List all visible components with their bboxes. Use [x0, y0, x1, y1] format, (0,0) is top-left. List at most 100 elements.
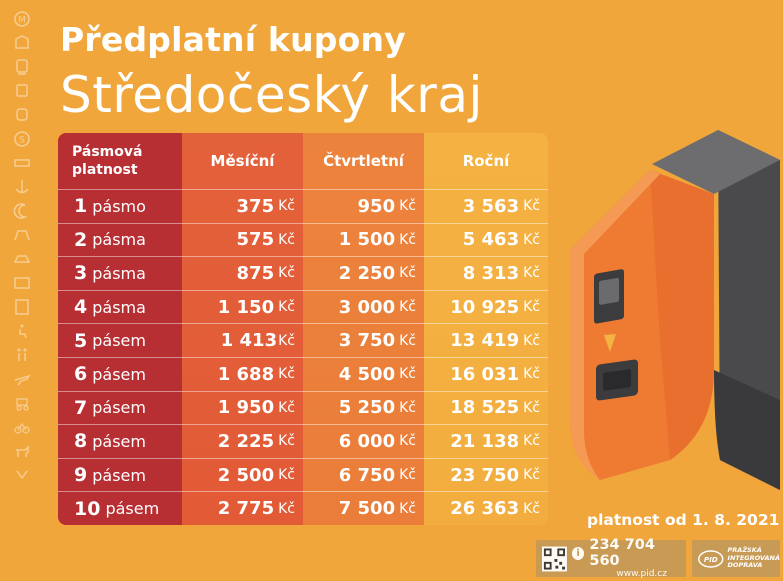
info-icon: i — [571, 547, 585, 560]
currency-unit: Kč — [399, 433, 416, 450]
price-value: 2 500 — [217, 464, 275, 486]
train-icon — [13, 82, 31, 100]
monthly-price-cell: 1 413 Kč — [182, 323, 303, 357]
night-icon — [13, 202, 31, 220]
page-title: Předplatní kupony — [60, 20, 406, 59]
currency-unit: Kč — [399, 332, 416, 349]
currency-unit: Kč — [399, 500, 416, 517]
monthly-price-cell: 2 775 Kč — [182, 491, 303, 525]
brand-line3: DOPRAVA — [727, 561, 763, 570]
yearly-price-cell: 13 419 Kč — [424, 323, 548, 357]
monthly-price-cell: 875 Kč — [182, 256, 303, 290]
zone-cell: 1 pásmo — [58, 189, 182, 223]
price-value: 3 000 — [338, 296, 396, 318]
price-value: 13 419 — [450, 330, 520, 352]
price-value: 18 525 — [450, 397, 520, 419]
quarterly-price-cell: 3 000 Kč — [303, 289, 424, 324]
currency-unit: Kč — [399, 198, 416, 215]
page-subtitle: Středočeský kraj — [60, 66, 483, 124]
zone-number: 8 — [74, 430, 88, 453]
zone-column-bg — [58, 133, 182, 525]
price-value: 2 225 — [217, 430, 275, 452]
yearly-column-bg — [424, 133, 548, 525]
boat-icon — [13, 250, 31, 268]
ferry-icon: S — [13, 130, 31, 148]
currency-unit: Kč — [399, 231, 416, 248]
qr-code-icon — [542, 546, 567, 571]
display-icon — [13, 274, 31, 292]
yearly-price-cell: 21 138 Kč — [424, 424, 548, 458]
zone-number: 9 — [74, 464, 88, 487]
zone-cell: 9 pásem — [58, 457, 182, 492]
zone-number: 5 — [74, 329, 88, 352]
zone-word: pásma — [92, 263, 146, 283]
currency-unit: Kč — [399, 366, 416, 383]
zone-cell: 2 pásma — [58, 222, 182, 257]
tariff-table: Pásmová platnost Měsíční Čtvrtletní Ročn… — [58, 133, 548, 525]
price-value: 8 313 — [462, 262, 520, 284]
price-value: 7 500 — [338, 498, 396, 520]
anchor-icon — [13, 178, 31, 196]
price-value: 2 250 — [338, 262, 396, 284]
zone-cell: 5 pásem — [58, 323, 182, 357]
currency-unit: Kč — [278, 198, 295, 215]
zone-word: pásem — [92, 465, 146, 485]
currency-unit: Kč — [278, 366, 295, 383]
quarterly-price-cell: 3 750 Kč — [303, 323, 424, 357]
quarterly-price-cell: 950 Kč — [303, 189, 424, 223]
price-value: 2 775 — [217, 498, 275, 520]
yearly-price-cell: 26 363 Kč — [424, 491, 548, 525]
price-value: 5 250 — [338, 397, 396, 419]
phone-number[interactable]: 234 704 560 — [589, 537, 655, 569]
currency-unit: Kč — [399, 467, 416, 484]
price-value: 3 750 — [338, 330, 396, 352]
price-value: 5 463 — [462, 229, 520, 251]
zone-word: pásem — [92, 331, 146, 351]
pid-brand-box: PID PRAŽSKÁ INTEGROVANÁ DOPRAVA — [692, 540, 780, 577]
yearly-price-cell: 3 563 Kč — [424, 189, 548, 223]
price-value: 1 688 — [217, 363, 275, 385]
price-value: 6 750 — [338, 464, 396, 486]
trolleybus-icon — [13, 106, 31, 124]
zone-cell: 8 pásem — [58, 424, 182, 458]
zone-number: 10 — [74, 497, 101, 520]
zone-cell: 7 pásem — [58, 390, 182, 425]
zone-word: pásem — [105, 499, 160, 519]
yearly-price-cell: 18 525 Kč — [424, 390, 548, 425]
zone-word: pásma — [92, 230, 146, 250]
currency-unit: Kč — [399, 399, 416, 416]
currency-unit: Kč — [278, 500, 295, 517]
price-value: 6 000 — [338, 430, 396, 452]
currency-unit: Kč — [523, 399, 540, 416]
zone-number: 6 — [74, 363, 88, 386]
website-link[interactable]: www.pid.cz — [616, 569, 667, 579]
price-value: 875 — [236, 262, 275, 284]
zone-cell: 10 pásem — [58, 491, 182, 525]
yearly-price-cell: 23 750 Kč — [424, 457, 548, 492]
metro-icon: M — [13, 10, 31, 28]
header-quarterly: Čtvrtletní — [323, 152, 404, 170]
header-yearly: Roční — [462, 152, 510, 170]
zone-word: pásem — [92, 431, 146, 451]
zone-number: 1 — [74, 195, 88, 218]
monthly-price-cell: 2 500 Kč — [182, 457, 303, 492]
zone-word: pásma — [92, 297, 146, 317]
currency-unit: Kč — [278, 265, 295, 282]
currency-unit: Kč — [278, 332, 295, 349]
currency-unit: Kč — [523, 332, 540, 349]
validity-date: platnost od 1. 8. 2021 — [587, 511, 780, 529]
header-zone-line2: platnost — [72, 162, 138, 178]
monthly-price-cell: 1 150 Kč — [182, 289, 303, 324]
funicular-icon — [13, 226, 31, 244]
zone-word: pásem — [92, 398, 146, 418]
quarterly-price-cell: 6 000 Kč — [303, 424, 424, 458]
zone-number: 7 — [74, 396, 88, 419]
svg-text:M: M — [18, 16, 26, 26]
quarterly-price-cell: 2 250 Kč — [303, 256, 424, 290]
brand-line2: INTEGROVANÁ — [727, 553, 780, 562]
currency-unit: Kč — [399, 265, 416, 282]
price-value: 1 500 — [338, 229, 396, 251]
currency-unit: Kč — [278, 467, 295, 484]
ticket-icon — [13, 154, 31, 172]
stroller-icon — [13, 394, 31, 412]
